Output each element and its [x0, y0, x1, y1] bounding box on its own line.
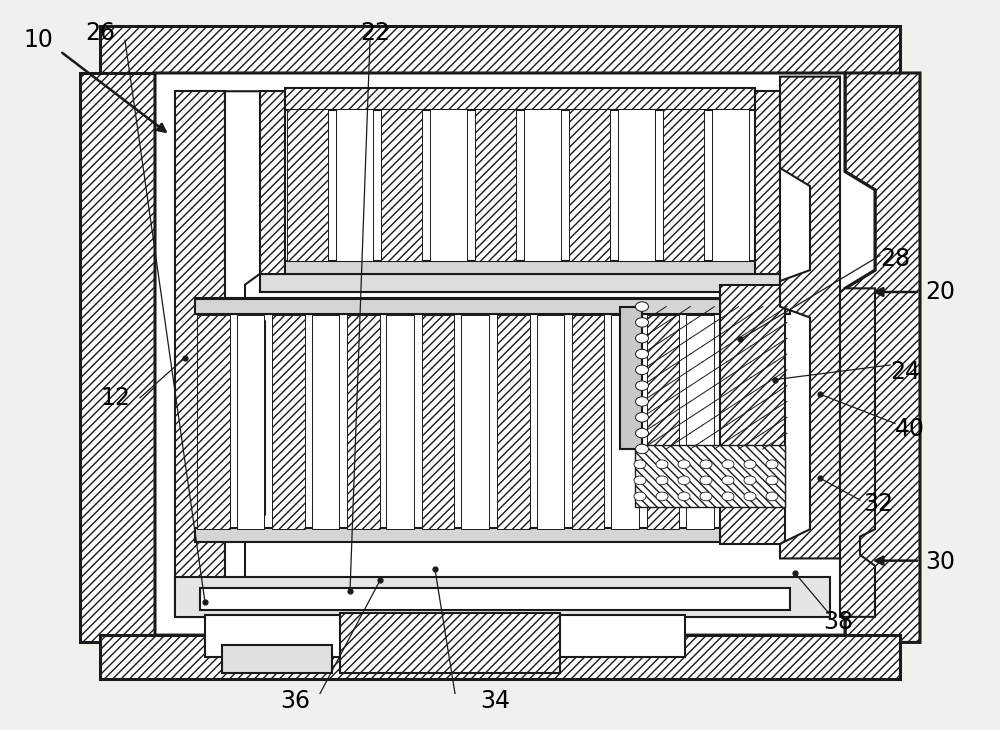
Bar — [347, 315, 380, 529]
Text: 26: 26 — [85, 21, 115, 45]
Polygon shape — [225, 91, 265, 617]
Circle shape — [636, 365, 648, 374]
Circle shape — [634, 476, 646, 485]
Circle shape — [634, 492, 646, 501]
Circle shape — [636, 334, 648, 343]
Text: 28: 28 — [880, 247, 910, 271]
Bar — [475, 110, 516, 261]
Bar — [663, 110, 704, 261]
Polygon shape — [755, 91, 780, 274]
Bar — [285, 88, 755, 110]
Bar — [524, 110, 561, 261]
Polygon shape — [100, 26, 900, 73]
Bar — [312, 315, 339, 529]
Circle shape — [744, 460, 756, 469]
Circle shape — [656, 492, 668, 501]
Bar — [386, 315, 414, 529]
Polygon shape — [155, 73, 875, 635]
Bar — [285, 261, 755, 274]
Polygon shape — [260, 91, 285, 274]
Circle shape — [678, 460, 690, 469]
Circle shape — [678, 476, 690, 485]
Bar — [611, 315, 639, 529]
Bar — [572, 315, 604, 529]
Circle shape — [636, 397, 648, 406]
Bar — [272, 315, 304, 529]
Polygon shape — [780, 77, 840, 558]
Bar — [430, 110, 467, 261]
Bar — [205, 615, 360, 657]
Bar — [381, 110, 422, 261]
Bar — [260, 274, 780, 292]
Polygon shape — [80, 73, 155, 642]
Bar — [618, 110, 655, 261]
Text: 32: 32 — [863, 492, 893, 515]
Polygon shape — [845, 73, 920, 642]
Bar — [461, 315, 489, 529]
Polygon shape — [720, 285, 785, 544]
Circle shape — [766, 476, 778, 485]
Circle shape — [636, 318, 648, 327]
Bar — [197, 315, 230, 529]
Text: 38: 38 — [823, 610, 853, 634]
Circle shape — [700, 492, 712, 501]
Circle shape — [744, 492, 756, 501]
Bar — [569, 110, 610, 261]
Bar — [336, 110, 373, 261]
Circle shape — [766, 492, 778, 501]
Bar — [175, 577, 830, 617]
Bar — [237, 315, 264, 529]
Bar — [647, 315, 679, 529]
Text: 10: 10 — [23, 28, 53, 52]
Polygon shape — [175, 91, 225, 617]
Circle shape — [636, 302, 648, 311]
Bar — [287, 110, 328, 261]
Bar — [422, 315, 454, 529]
Text: 24: 24 — [890, 361, 920, 384]
Bar — [530, 615, 685, 657]
Text: 34: 34 — [480, 689, 510, 712]
Circle shape — [656, 476, 668, 485]
Polygon shape — [100, 635, 900, 679]
Text: 30: 30 — [925, 550, 955, 574]
Circle shape — [700, 476, 712, 485]
Polygon shape — [840, 288, 875, 617]
Bar — [195, 298, 790, 314]
Polygon shape — [340, 613, 560, 673]
Circle shape — [636, 429, 648, 438]
Text: 36: 36 — [280, 689, 310, 712]
Bar — [620, 307, 642, 449]
Bar — [200, 588, 790, 610]
Bar — [536, 315, 564, 529]
Circle shape — [700, 460, 712, 469]
Bar — [222, 645, 332, 673]
Bar — [195, 528, 720, 542]
Circle shape — [656, 460, 668, 469]
Text: 22: 22 — [360, 21, 390, 45]
Circle shape — [766, 460, 778, 469]
Circle shape — [636, 350, 648, 359]
Circle shape — [636, 412, 648, 422]
Circle shape — [634, 460, 646, 469]
Bar — [712, 110, 749, 261]
Circle shape — [722, 492, 734, 501]
Bar — [686, 315, 714, 529]
Bar — [497, 315, 530, 529]
Text: 20: 20 — [925, 280, 955, 304]
Circle shape — [636, 381, 648, 391]
Circle shape — [722, 460, 734, 469]
Circle shape — [744, 476, 756, 485]
Text: 40: 40 — [895, 417, 925, 440]
Bar — [195, 299, 720, 314]
Polygon shape — [635, 445, 785, 507]
Circle shape — [722, 476, 734, 485]
Text: 12: 12 — [100, 386, 130, 410]
Circle shape — [636, 444, 648, 453]
Circle shape — [678, 492, 690, 501]
